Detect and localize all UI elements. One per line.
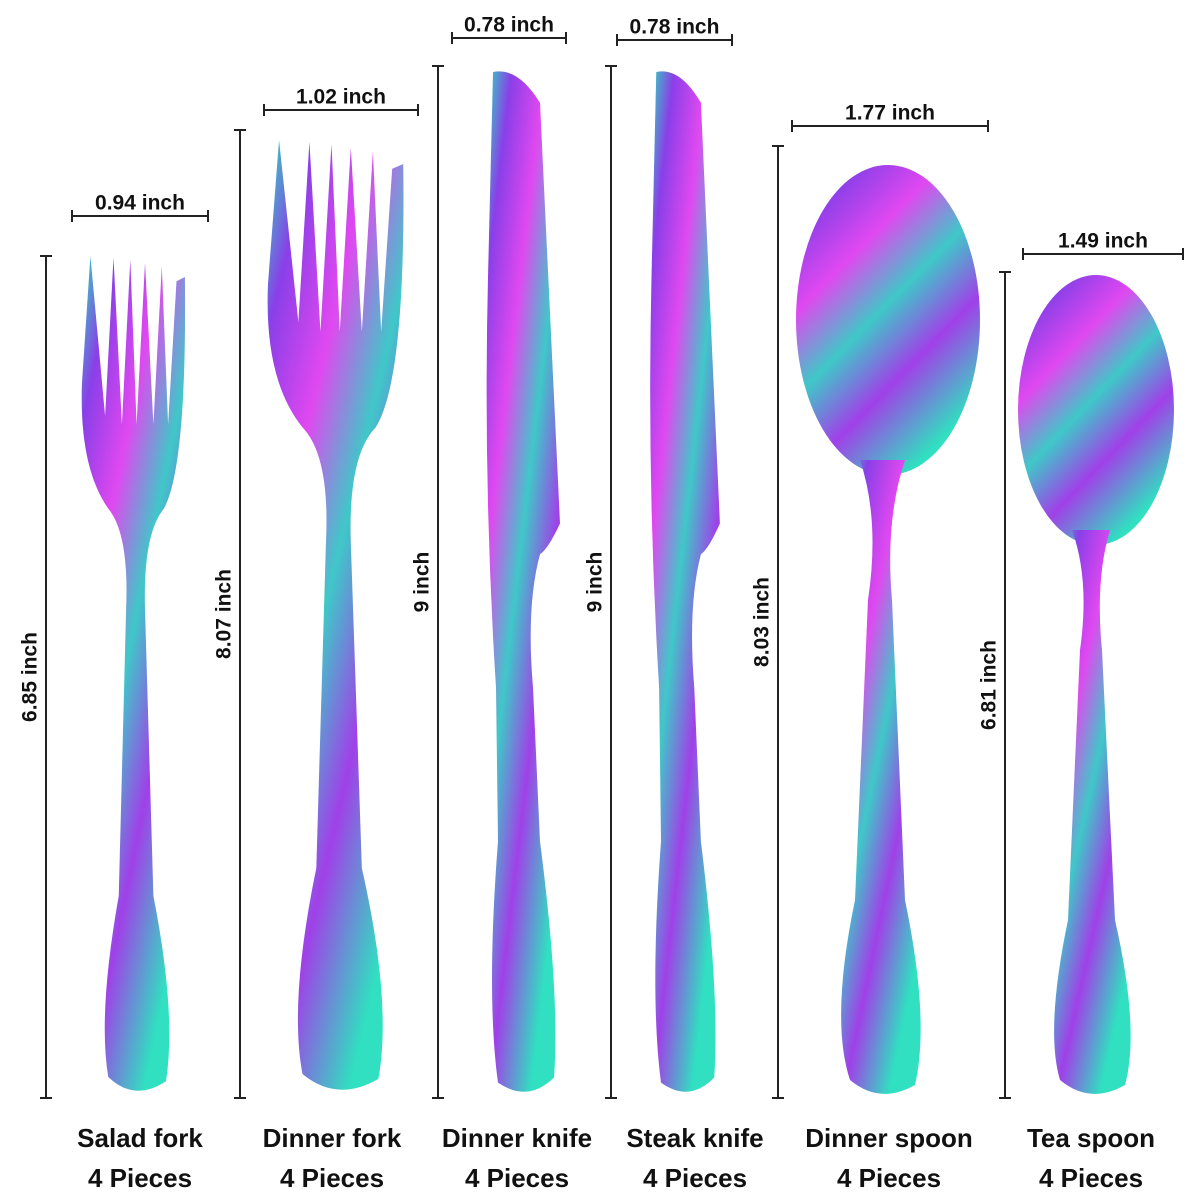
item-name: Dinner spoon: [805, 1123, 973, 1153]
item-count: 4 Pieces: [465, 1163, 569, 1193]
item-count: 4 Pieces: [88, 1163, 192, 1193]
item-count: 4 Pieces: [1039, 1163, 1143, 1193]
length-label: 9 inch: [584, 552, 607, 613]
length-label: 6.81 inch: [978, 640, 1001, 730]
length-label: 6.85 inch: [19, 632, 42, 722]
item-name: Salad fork: [77, 1123, 203, 1153]
width-label: 1.49 inch: [1058, 230, 1148, 253]
steak-knife: [650, 71, 720, 1092]
item-name: Tea spoon: [1027, 1123, 1155, 1153]
width-label: 0.78 inch: [464, 14, 554, 37]
tea-spoon: [1018, 275, 1174, 1094]
dinner-spoon: [796, 165, 980, 1094]
length-label: 8.03 inch: [751, 577, 774, 667]
dinner-knife: [486, 71, 560, 1092]
salad-fork: [81, 256, 186, 1091]
item-name: Steak knife: [626, 1123, 763, 1153]
utensils: [81, 71, 1174, 1094]
length-label: 8.07 inch: [213, 569, 236, 659]
length-label: 9 inch: [411, 552, 434, 613]
width-label: 0.78 inch: [630, 16, 720, 39]
item-count: 4 Pieces: [643, 1163, 747, 1193]
item-name: Dinner fork: [263, 1123, 402, 1153]
width-label: 1.02 inch: [296, 86, 386, 109]
annotations: 0.94 inch 6.85 inch Salad fork 4 Pieces 1.02…: [19, 14, 1184, 1193]
width-label: 0.94 inch: [95, 192, 185, 215]
width-label: 1.77 inch: [845, 102, 935, 125]
item-count: 4 Pieces: [280, 1163, 384, 1193]
item-name: Dinner knife: [442, 1123, 592, 1153]
item-count: 4 Pieces: [837, 1163, 941, 1193]
dinner-fork: [267, 140, 404, 1090]
